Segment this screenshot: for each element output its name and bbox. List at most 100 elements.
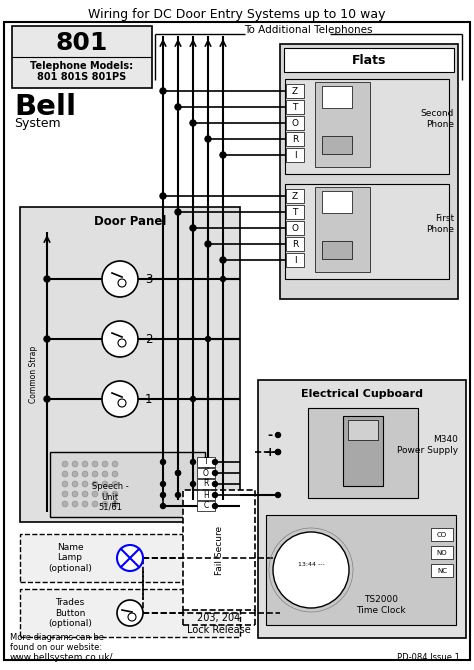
Circle shape	[191, 482, 195, 486]
Circle shape	[92, 501, 98, 507]
Circle shape	[175, 209, 181, 215]
Bar	[431, 546, 453, 559]
Circle shape	[112, 461, 118, 467]
Circle shape	[102, 321, 138, 357]
Circle shape	[175, 470, 181, 476]
Circle shape	[72, 491, 78, 497]
Bar	[197, 468, 215, 478]
Bar	[286, 100, 304, 114]
Text: 3: 3	[145, 273, 152, 285]
Circle shape	[62, 481, 68, 487]
Circle shape	[62, 471, 68, 477]
Text: H: H	[203, 490, 209, 500]
Text: I: I	[294, 151, 296, 159]
Circle shape	[82, 491, 88, 497]
Text: O: O	[292, 224, 299, 232]
Text: R: R	[292, 239, 298, 249]
Circle shape	[191, 460, 195, 464]
Bar	[197, 490, 215, 500]
Circle shape	[212, 470, 218, 476]
Circle shape	[102, 501, 108, 507]
Circle shape	[72, 481, 78, 487]
Bar	[431, 564, 453, 577]
Bar	[20, 207, 240, 522]
Circle shape	[62, 491, 68, 497]
Circle shape	[220, 257, 226, 263]
Circle shape	[275, 450, 281, 454]
Circle shape	[275, 450, 281, 454]
Bar	[266, 515, 456, 625]
Circle shape	[190, 120, 196, 126]
Circle shape	[128, 613, 136, 621]
Text: Speech -
Unit
51/61: Speech - Unit 51/61	[91, 482, 128, 512]
Bar	[322, 191, 352, 213]
Circle shape	[220, 152, 226, 158]
Bar	[286, 148, 304, 162]
Text: NO: NO	[437, 550, 447, 556]
Text: CO: CO	[437, 532, 447, 538]
Text: 13:44 ---: 13:44 ---	[298, 563, 324, 567]
Text: Wiring for DC Door Entry Systems up to 10 way: Wiring for DC Door Entry Systems up to 1…	[88, 7, 386, 21]
Bar	[197, 457, 215, 467]
Text: 2: 2	[145, 332, 153, 346]
Bar	[315, 187, 370, 272]
Bar	[20, 534, 240, 582]
Circle shape	[206, 336, 210, 342]
Bar	[315, 82, 370, 167]
Circle shape	[92, 491, 98, 497]
Bar	[322, 241, 352, 259]
Text: found on our website:: found on our website:	[10, 643, 102, 653]
Circle shape	[275, 492, 281, 498]
Circle shape	[117, 600, 143, 626]
Circle shape	[112, 471, 118, 477]
Circle shape	[82, 461, 88, 467]
Circle shape	[205, 241, 211, 247]
Circle shape	[118, 279, 126, 287]
Bar	[322, 86, 352, 108]
Bar	[286, 84, 304, 98]
Circle shape	[273, 532, 349, 608]
Circle shape	[212, 482, 218, 486]
Text: 801 801S 801PS: 801 801S 801PS	[37, 72, 127, 82]
Text: M340
Power Supply: M340 Power Supply	[397, 436, 458, 455]
Bar	[197, 501, 215, 511]
Circle shape	[44, 396, 50, 402]
Text: www.bellsystem.co.uk/: www.bellsystem.co.uk/	[10, 653, 113, 661]
Circle shape	[220, 277, 226, 281]
Text: 1: 1	[145, 393, 153, 405]
Bar	[308, 408, 418, 498]
Circle shape	[102, 381, 138, 417]
Circle shape	[117, 545, 143, 571]
Bar	[197, 479, 215, 489]
Text: 801: 801	[56, 31, 108, 55]
Circle shape	[44, 336, 50, 342]
Circle shape	[102, 481, 108, 487]
Circle shape	[82, 471, 88, 477]
Text: Name
Lamp
(optional): Name Lamp (optional)	[48, 543, 92, 573]
Text: 203, 204
Lock Release: 203, 204 Lock Release	[187, 613, 251, 634]
Circle shape	[212, 492, 218, 498]
Text: T: T	[204, 458, 208, 466]
Text: First
Phone: First Phone	[426, 214, 454, 234]
Text: O: O	[203, 468, 209, 478]
Text: System: System	[14, 117, 61, 129]
Bar	[183, 490, 255, 610]
Bar	[431, 528, 453, 541]
Circle shape	[112, 501, 118, 507]
Bar	[343, 416, 383, 486]
Bar	[286, 237, 304, 251]
Bar	[12, 26, 152, 88]
Bar	[322, 136, 352, 154]
Text: C: C	[203, 502, 209, 511]
Circle shape	[62, 461, 68, 467]
Text: Flats: Flats	[352, 54, 386, 66]
Circle shape	[190, 225, 196, 231]
Circle shape	[62, 501, 68, 507]
Circle shape	[102, 461, 108, 467]
Circle shape	[161, 482, 165, 486]
Circle shape	[112, 491, 118, 497]
Bar	[348, 420, 378, 440]
Text: Common Strap: Common Strap	[28, 345, 37, 403]
Bar	[286, 116, 304, 130]
Text: T: T	[292, 208, 298, 216]
